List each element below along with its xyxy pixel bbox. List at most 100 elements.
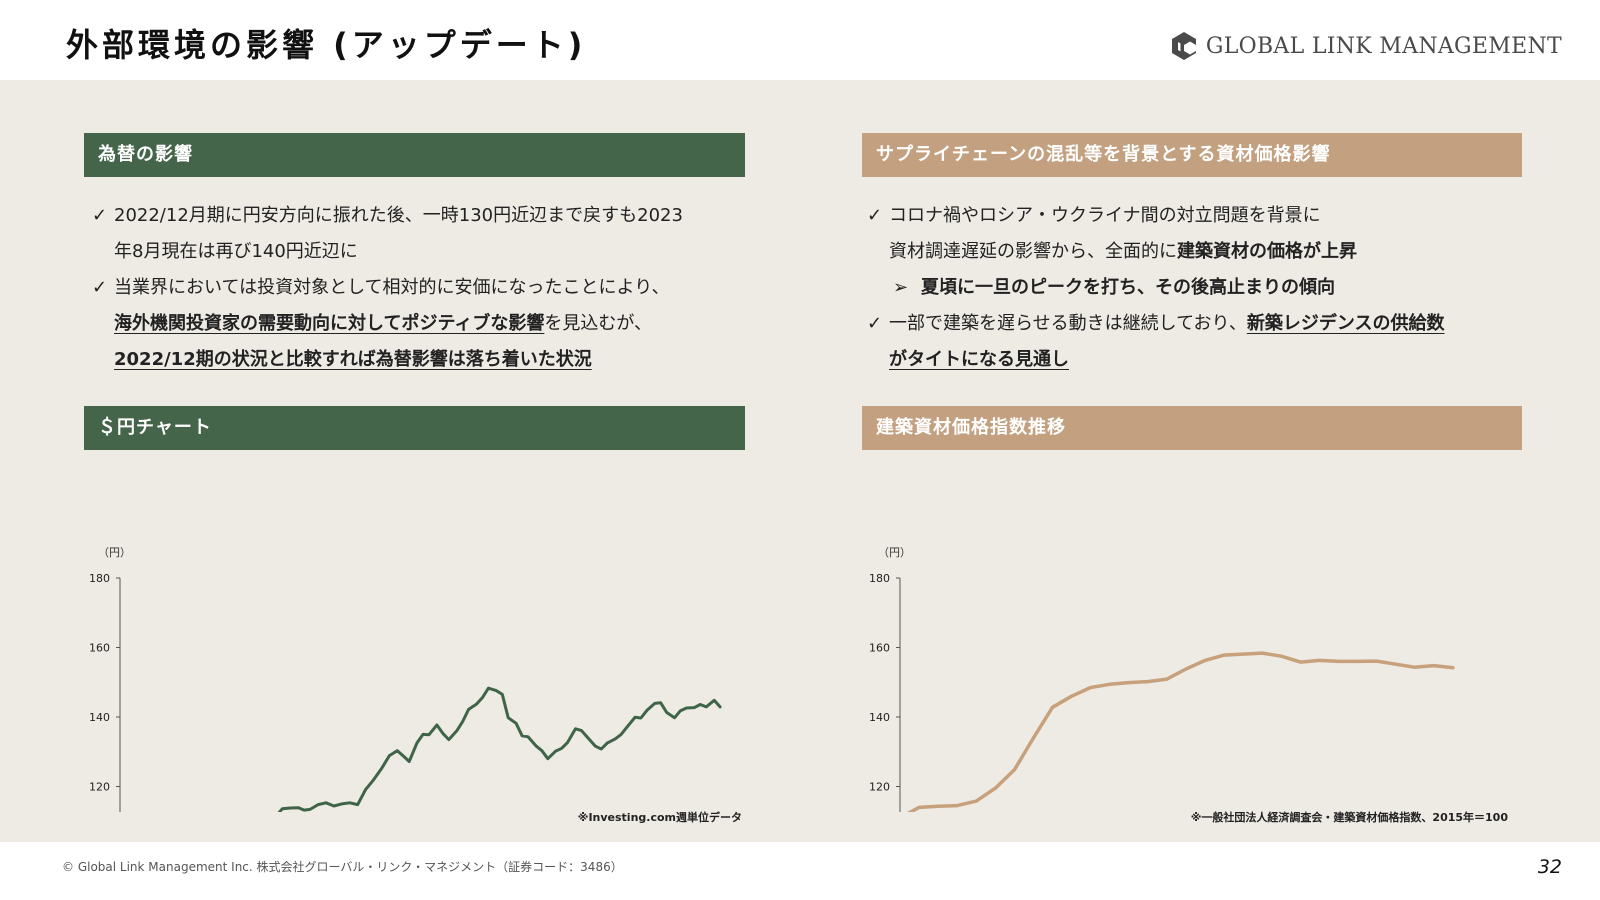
footer: © Global Link Management Inc. 株式会社グローバル・…: [0, 842, 1600, 900]
usdjpy-chart: （円）1001201401601802021/12021/42021/72021…: [84, 452, 754, 812]
usdjpy-source-note: ※Investing.com週単位データ: [577, 811, 742, 824]
data-point: [554, 750, 557, 752]
data-point: [1185, 668, 1187, 670]
data-point: [309, 808, 311, 811]
data-point: [1223, 654, 1225, 656]
data-point: [372, 779, 375, 781]
data-point: [1032, 737, 1035, 739]
data-point: [1242, 653, 1244, 655]
data-point: [515, 722, 517, 725]
bullet-text: 年8月現在は再び140円近辺に: [114, 241, 358, 262]
data-point: [416, 741, 418, 744]
data-point: [1051, 706, 1054, 709]
data-point: [673, 716, 676, 719]
data-point: [659, 701, 662, 704]
data-point: [521, 734, 523, 737]
data-point: [665, 711, 668, 714]
data-point: [1147, 680, 1149, 683]
y-tick-label: 140: [869, 711, 890, 724]
data-point: [356, 803, 359, 806]
data-point: [614, 738, 616, 740]
y-tick-label: 180: [89, 572, 110, 585]
data-point: [1433, 664, 1435, 667]
bullet-text: 当業界においては投資対象として相対的に安価になったことにより、: [114, 277, 670, 298]
data-point: [333, 805, 335, 807]
data-point: [547, 757, 549, 760]
bullet-text: 一部で建築を遅らせる動きは継続しており、: [889, 313, 1247, 334]
data-point: [713, 699, 715, 702]
list-item: ✓ 2022/12月期に円安方向に振れた後、一時130円近辺まで戻すも2023 …: [92, 198, 752, 270]
data-point: [325, 802, 327, 804]
bullet-text: 2022/12月期に円安方向に振れた後、一時130円近辺まで戻すも2023: [114, 205, 683, 226]
data-point: [408, 760, 410, 763]
series-line: [906, 651, 1455, 812]
data-point: [685, 707, 688, 709]
data-point: [1414, 666, 1416, 669]
data-point: [560, 747, 563, 750]
data-point: [455, 730, 458, 732]
data-point: [297, 806, 300, 809]
data-point: [1128, 681, 1130, 684]
materials-bullet-list: ✓ コロナ禍やロシア・ウクライナ間の対立問題を背景に 資材調達遅延の影響から、全…: [867, 198, 1547, 378]
data-point: [566, 741, 569, 744]
bullet-text: 夏頃に一旦のピークを打ち、その後高止まりの傾向: [921, 277, 1335, 298]
data-point: [380, 767, 383, 770]
data-point: [679, 709, 682, 712]
data-point: [620, 733, 622, 736]
data-point: [994, 787, 997, 790]
materials-source-note: ※一般社団法人経済調査会・建築資材価格指数、2015年＝100: [1190, 811, 1508, 824]
data-point: [574, 728, 577, 730]
data-point: [467, 708, 470, 711]
usdjpy-chart-svg: （円）1001201401601802021/12021/42021/72021…: [89, 546, 722, 812]
data-point: [1013, 769, 1016, 771]
data-point: [281, 807, 284, 810]
data-point: [317, 803, 319, 806]
data-point: [481, 696, 484, 699]
data-point: [653, 702, 656, 705]
data-point: [719, 706, 721, 708]
y-tick-label: 120: [89, 781, 110, 794]
bullet-text: 2022/12期の状況と比較すれば為替影響は落ち着いた状況: [114, 342, 752, 378]
page-title: 外部環境の影響 (アップデート): [66, 26, 587, 64]
data-point: [1452, 666, 1454, 669]
list-item: ✓ コロナ禍やロシア・ウクライナ間の対立問題を背景に 資材調達遅延の影響から、全…: [867, 198, 1547, 270]
data-point: [495, 689, 498, 692]
content-area: 為替の影響 ✓ 2022/12月期に円安方向に振れた後、一時130円近辺まで戻す…: [0, 80, 1600, 842]
bullet-text: 資材調達遅延の影響から、全面的に: [889, 241, 1177, 262]
data-point: [705, 706, 708, 708]
copyright-text: © Global Link Management Inc. 株式会社グローバル・…: [62, 860, 623, 874]
data-point: [1204, 659, 1206, 662]
fx-bullet-list: ✓ 2022/12月期に円安方向に振れた後、一時130円近辺まで戻すも2023 …: [92, 198, 752, 378]
data-point: [1394, 663, 1397, 665]
data-point: [1375, 660, 1378, 662]
materials-price-chart: （円）1001201401601802021/12021/42021/72021…: [862, 452, 1532, 812]
data-point: [348, 802, 351, 804]
emphasis-text: 海外機関投資家の需要動向に対してポジティブな影響: [114, 313, 545, 334]
data-point: [937, 805, 939, 808]
data-point: [693, 706, 696, 709]
data-point: [1356, 660, 1359, 663]
check-icon: ✓: [92, 205, 108, 226]
logo-mark-icon: [1171, 32, 1196, 60]
check-icon: ✓: [92, 277, 108, 298]
y-tick-label: 180: [869, 572, 890, 585]
materials-chart-header: 建築資材価格指数推移: [862, 406, 1522, 450]
data-point: [364, 788, 367, 791]
data-point: [1108, 683, 1111, 686]
check-icon: ✓: [867, 313, 883, 334]
data-point: [1337, 660, 1340, 663]
data-point: [501, 693, 504, 696]
data-point: [1166, 678, 1168, 680]
list-item: ✓ 一部で建築を遅らせる動きは継続しており、新築レジデンスの供給数 がタイトにな…: [867, 306, 1547, 378]
data-point: [447, 738, 450, 741]
emphasis-text: 建築資材の価格が上昇: [1177, 241, 1357, 262]
data-point: [586, 736, 589, 738]
data-point: [436, 724, 438, 726]
y-tick-label: 160: [869, 642, 890, 655]
data-point: [600, 748, 603, 750]
data-point: [422, 733, 424, 736]
list-item: ✓ 当業界においては投資対象として相対的に安価になったことにより、 海外機関投資…: [92, 270, 752, 378]
data-point: [594, 745, 597, 747]
bullet-text: 資材調達遅延の影響から、全面的に建築資材の価格が上昇: [889, 234, 1547, 270]
data-point: [541, 749, 543, 752]
